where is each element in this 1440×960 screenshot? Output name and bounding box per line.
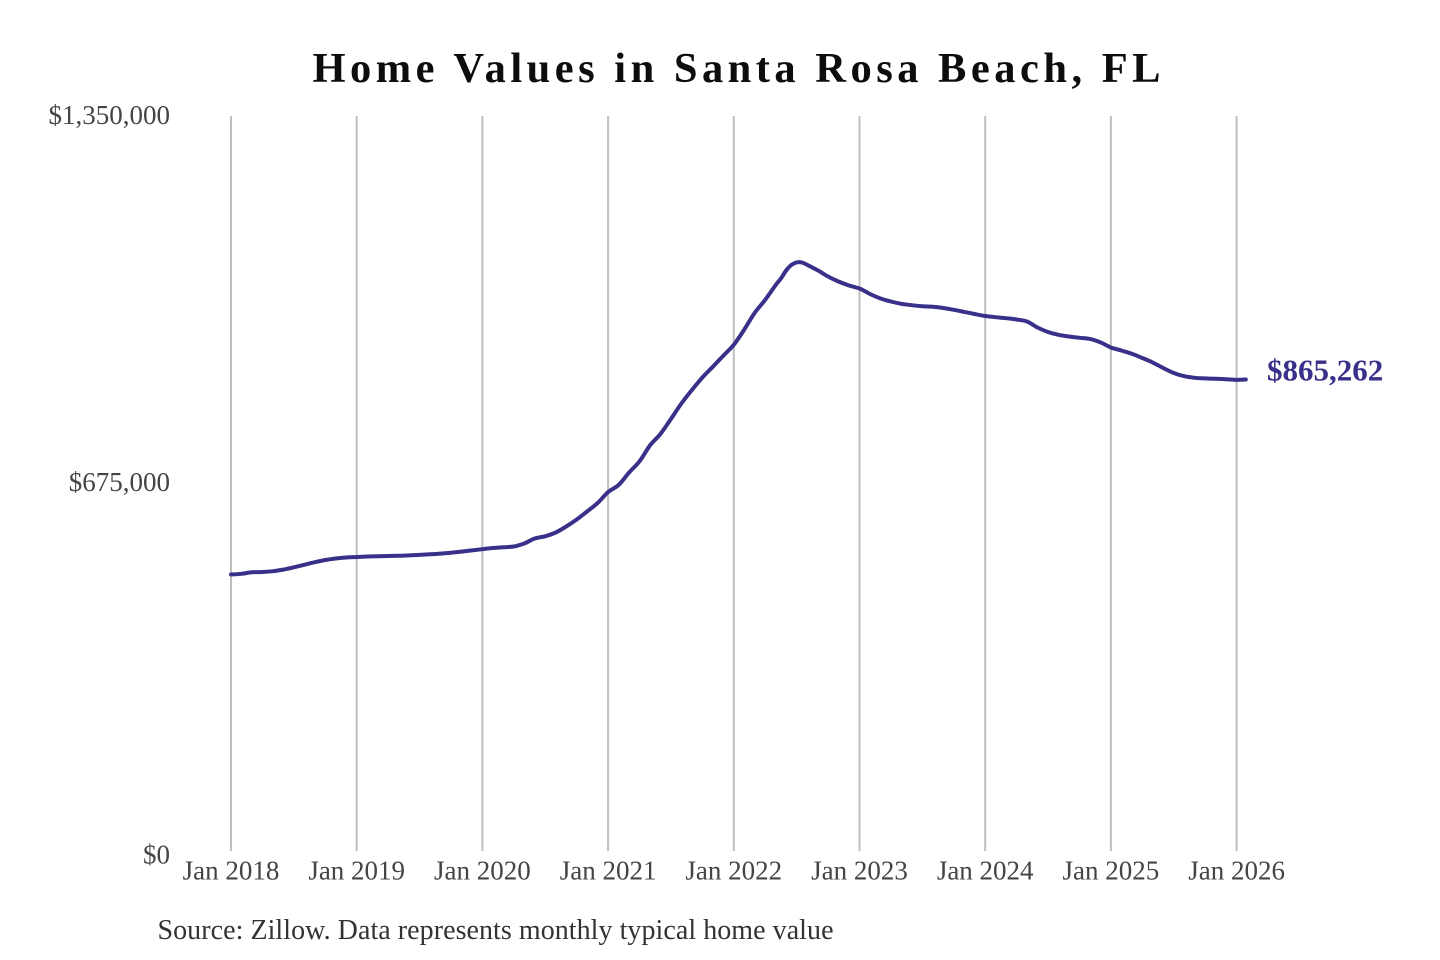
svg-text:Jan 2019: Jan 2019 [308, 856, 405, 886]
svg-text:Jan 2026: Jan 2026 [1188, 856, 1285, 886]
svg-text:$865,262: $865,262 [1267, 353, 1383, 388]
svg-text:$1,350,000: $1,350,000 [49, 100, 171, 130]
svg-text:Jan 2020: Jan 2020 [434, 856, 531, 886]
svg-text:Jan 2018: Jan 2018 [183, 856, 280, 886]
svg-text:$675,000: $675,000 [69, 467, 170, 497]
svg-text:$0: $0 [143, 840, 170, 870]
svg-text:Jan 2025: Jan 2025 [1063, 856, 1160, 886]
svg-text:Jan 2022: Jan 2022 [685, 856, 782, 886]
svg-text:Home Values in Santa Rosa Beac: Home Values in Santa Rosa Beach, FL [313, 45, 1161, 92]
svg-text:Jan 2023: Jan 2023 [811, 856, 908, 886]
svg-text:Source: Zillow. Data represent: Source: Zillow. Data represents monthly … [158, 915, 834, 946]
svg-text:Jan 2024: Jan 2024 [937, 856, 1034, 886]
svg-text:Jan 2021: Jan 2021 [560, 856, 657, 886]
